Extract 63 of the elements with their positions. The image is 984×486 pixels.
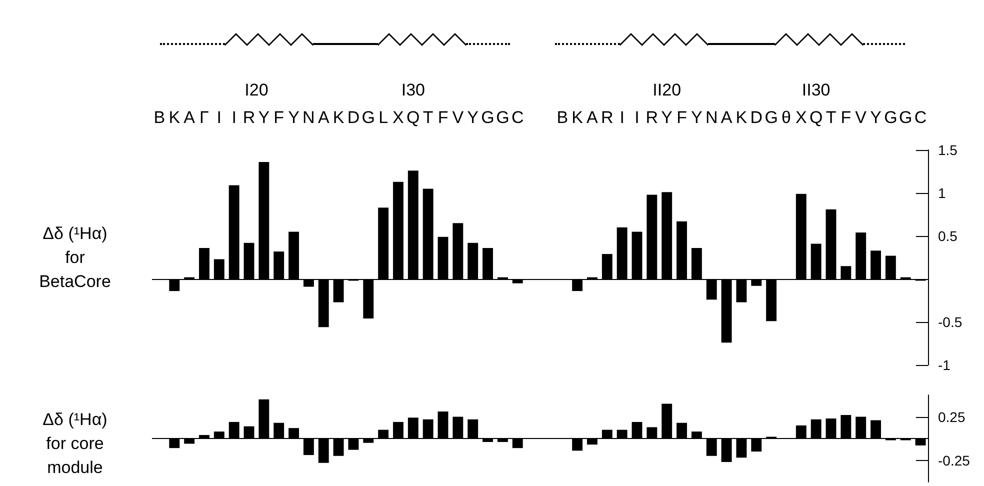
x-tick-label: G <box>496 108 510 127</box>
x-tick-label: B <box>556 108 568 127</box>
text: I30 <box>401 80 425 100</box>
x-tick-label: T <box>826 108 836 127</box>
text: I20 <box>244 80 268 100</box>
y-tick-label: 1.5 <box>938 142 958 158</box>
x-tick-label: G <box>899 108 912 127</box>
x-tick-label: I <box>216 108 222 127</box>
x-tick-label: G <box>884 108 898 127</box>
x-tick-label: L <box>378 108 388 127</box>
x-tick-label: Q <box>406 108 420 127</box>
x-tick-label: θ <box>781 108 791 127</box>
x-tick-label: R <box>242 108 256 127</box>
x-tick-label: T <box>422 108 434 127</box>
x-tick-label: F <box>840 108 852 127</box>
x-tick-label: G <box>764 108 778 127</box>
text: II20 <box>652 80 682 100</box>
x-tick-label: K <box>736 108 748 127</box>
y-tick-label: 1 <box>938 185 946 201</box>
x-tick-label: Y <box>691 108 702 127</box>
x-tick-label: G <box>481 108 494 127</box>
y-tick-label: 0.5 <box>938 228 958 244</box>
x-tick-label: Y <box>258 108 270 127</box>
x-tick-label: R <box>646 108 658 127</box>
x-tick-label: V <box>855 108 868 127</box>
x-tick-label: Y <box>661 108 673 127</box>
x-tick-label: A <box>586 108 599 127</box>
x-tick-label: D <box>347 108 360 127</box>
x-tick-label: X <box>392 108 404 127</box>
x-tick-label: K <box>168 108 181 127</box>
x-tick-label: A <box>720 108 733 127</box>
x-tick-label: B <box>154 108 166 127</box>
x-tick-label: K <box>332 108 345 127</box>
x-tick-label: I <box>232 108 236 127</box>
x-tick-label: G <box>362 108 375 127</box>
x-tick-label: K <box>572 108 584 127</box>
x-tick-label: N <box>302 108 315 127</box>
x-tick-label: V <box>452 108 464 127</box>
x-tick-label: A <box>318 108 330 127</box>
y-tick-label: 0.25 <box>938 408 966 425</box>
x-tick-label: Y <box>870 108 882 127</box>
y-axis-title: Δδ (¹Hα) for core module <box>42 408 108 478</box>
y-tick-label: -1 <box>938 357 951 373</box>
x-tick-label: Y <box>467 108 479 127</box>
x-tick-label: I <box>634 108 640 127</box>
y-tick-label: -0.25 <box>938 452 970 468</box>
x-tick-label: Q <box>809 108 823 127</box>
x-tick-label: I <box>620 108 624 127</box>
y-tick-label: -0.5 <box>938 314 962 330</box>
x-tick-label: R <box>601 108 614 127</box>
x-tick-label: C <box>511 108 524 127</box>
x-tick-label: C <box>914 108 927 127</box>
y-axis-title: Δδ (¹Hα) for BetaCore <box>38 222 112 292</box>
x-tick-label: F <box>676 108 687 127</box>
x-tick-label: Γ <box>200 108 209 127</box>
x-tick-label: N <box>705 108 718 127</box>
x-tick-label: D <box>750 108 763 127</box>
x-tick-label: X <box>795 108 807 127</box>
x-tick-label: F <box>274 108 284 127</box>
x-tick-label: F <box>438 108 448 127</box>
text: II30 <box>802 80 830 100</box>
x-tick-label: Y <box>288 108 300 127</box>
x-tick-label: A <box>184 108 196 127</box>
